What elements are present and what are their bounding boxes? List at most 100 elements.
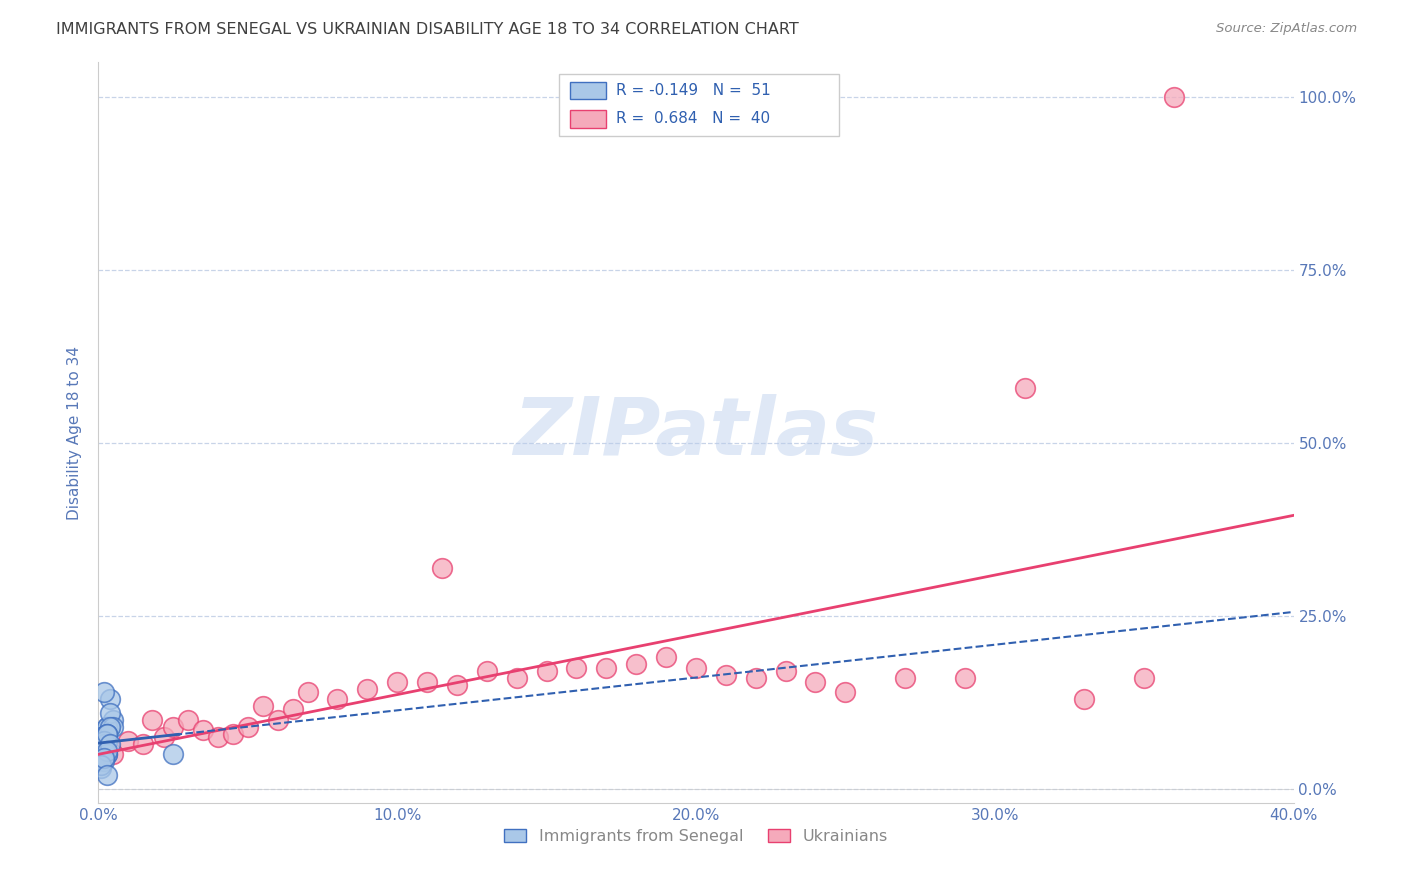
Point	[93, 726, 115, 740]
Point	[685, 661, 707, 675]
Point	[93, 733, 115, 747]
Point	[96, 726, 118, 740]
Point	[103, 720, 125, 734]
Point	[90, 747, 112, 762]
Point	[93, 726, 115, 740]
Point	[446, 678, 468, 692]
Point	[714, 667, 737, 681]
FancyBboxPatch shape	[571, 82, 606, 99]
Point	[222, 726, 245, 740]
Point	[141, 713, 163, 727]
Point	[90, 754, 112, 768]
Point	[103, 747, 125, 762]
Point	[96, 747, 118, 762]
Point	[90, 761, 112, 775]
Point	[565, 661, 588, 675]
Point	[93, 740, 115, 755]
Text: R =  0.684   N =  40: R = 0.684 N = 40	[616, 112, 770, 126]
Point	[93, 751, 115, 765]
Point	[93, 740, 115, 755]
Point	[96, 720, 118, 734]
Point	[162, 720, 184, 734]
Point	[93, 754, 115, 768]
Point	[536, 665, 558, 679]
Text: R = -0.149   N =  51: R = -0.149 N = 51	[616, 83, 770, 98]
Point	[177, 713, 200, 727]
Point	[98, 692, 122, 706]
Point	[416, 674, 439, 689]
Point	[90, 757, 112, 772]
Point	[96, 744, 118, 758]
FancyBboxPatch shape	[558, 73, 839, 136]
Point	[267, 713, 290, 727]
Point	[117, 733, 139, 747]
Point	[595, 661, 617, 675]
Point	[90, 730, 112, 744]
Point	[475, 665, 498, 679]
Point	[834, 685, 856, 699]
Point	[90, 744, 112, 758]
Point	[153, 730, 176, 744]
Point	[93, 733, 115, 747]
Point	[1133, 671, 1156, 685]
Point	[506, 671, 529, 685]
Point	[894, 671, 917, 685]
Point	[162, 747, 184, 762]
Point	[96, 747, 118, 762]
Point	[96, 733, 118, 747]
Point	[96, 726, 118, 740]
Point	[281, 702, 304, 716]
Point	[93, 740, 115, 755]
Point	[207, 730, 229, 744]
Point	[356, 681, 378, 696]
Point	[98, 720, 122, 734]
Point	[252, 698, 274, 713]
Legend: Immigrants from Senegal, Ukrainians: Immigrants from Senegal, Ukrainians	[498, 822, 894, 850]
Point	[96, 726, 118, 740]
Point	[93, 751, 115, 765]
Point	[655, 650, 678, 665]
Point	[1014, 381, 1036, 395]
Point	[93, 685, 115, 699]
Point	[90, 740, 112, 755]
Point	[90, 737, 112, 751]
Point	[430, 560, 453, 574]
Point	[93, 733, 115, 747]
Point	[297, 685, 319, 699]
Point	[90, 747, 112, 762]
Point	[1163, 90, 1185, 104]
Point	[326, 692, 349, 706]
Point	[132, 737, 155, 751]
Point	[385, 674, 409, 689]
Point	[93, 737, 115, 751]
Point	[90, 733, 112, 747]
Point	[191, 723, 214, 738]
Point	[93, 740, 115, 755]
Text: Source: ZipAtlas.com: Source: ZipAtlas.com	[1216, 22, 1357, 36]
Text: IMMIGRANTS FROM SENEGAL VS UKRAINIAN DISABILITY AGE 18 TO 34 CORRELATION CHART: IMMIGRANTS FROM SENEGAL VS UKRAINIAN DIS…	[56, 22, 799, 37]
Point	[96, 726, 118, 740]
Text: ZIPatlas: ZIPatlas	[513, 393, 879, 472]
Point	[804, 674, 827, 689]
Point	[90, 740, 112, 755]
Point	[96, 726, 118, 740]
Point	[90, 747, 112, 762]
Point	[96, 733, 118, 747]
Point	[745, 671, 768, 685]
Point	[775, 665, 797, 679]
Point	[626, 657, 648, 672]
Point	[98, 720, 122, 734]
FancyBboxPatch shape	[571, 110, 606, 128]
Point	[1073, 692, 1095, 706]
Point	[93, 740, 115, 755]
Point	[98, 706, 122, 720]
Point	[96, 720, 118, 734]
Point	[953, 671, 976, 685]
Point	[90, 747, 112, 762]
Point	[98, 737, 122, 751]
Point	[96, 768, 118, 782]
Point	[236, 720, 259, 734]
Point	[93, 733, 115, 747]
Point	[103, 713, 125, 727]
Y-axis label: Disability Age 18 to 34: Disability Age 18 to 34	[67, 345, 83, 520]
